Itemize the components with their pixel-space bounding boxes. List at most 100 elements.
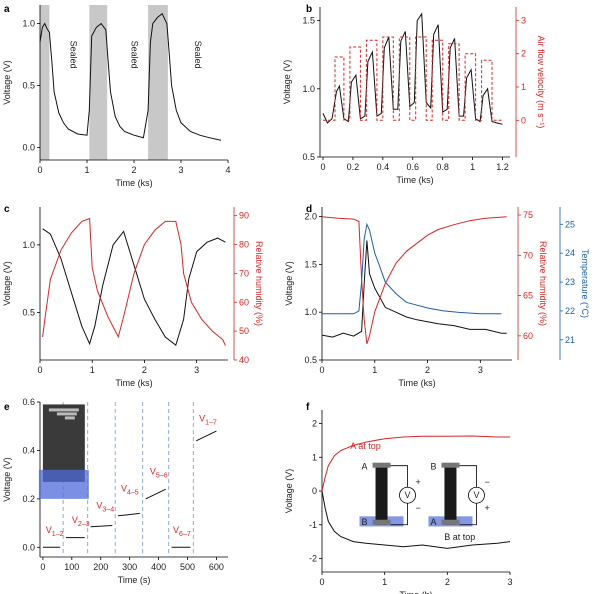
y2-tick-label: 60 <box>523 331 533 341</box>
y-axis-label: Voltage (V) <box>2 457 12 502</box>
panel-letter: d <box>306 204 312 215</box>
inset-stripe <box>48 408 79 412</box>
polarity-sign: − <box>484 477 489 487</box>
y-tick-label: 1.5 <box>302 16 315 26</box>
x-axis-label: Time (ks) <box>396 175 433 185</box>
series-line <box>42 217 226 346</box>
segment-label: V2–3 <box>72 515 90 528</box>
y2-tick-label: 70 <box>239 268 249 278</box>
shaded-interval <box>40 5 50 160</box>
x-tick-label: 3 <box>194 365 199 375</box>
y-tick-label: 0.6 <box>22 397 35 407</box>
x-tick-label: 0 <box>37 365 42 375</box>
x-axis-label: Time (ks) <box>115 178 152 188</box>
panel-letter: a <box>4 4 10 15</box>
x-tick-label: 0 <box>40 562 45 572</box>
y-tick-label: 2.0 <box>304 212 317 222</box>
electrode-label: B <box>430 462 436 472</box>
y-tick-label: 0.5 <box>302 152 315 162</box>
series-line <box>322 12 503 125</box>
y-tick-label: -2 <box>309 554 317 564</box>
y-tick-label: 0.0 <box>22 542 35 552</box>
a-at-top-label: A at top <box>350 441 381 451</box>
x-tick-label: 0.2 <box>347 162 360 172</box>
segment-label: V1–7 <box>199 413 217 426</box>
polarity-sign: + <box>484 503 489 513</box>
x-tick-label: 0.6 <box>406 162 419 172</box>
x-tick-label: 300 <box>122 562 137 572</box>
b-at-top-label: B at top <box>444 532 475 542</box>
y2-tick-label: 70 <box>523 250 533 260</box>
panel-f: f 0 1 2 3 -2 -1 0 1 2 Time (h) Voltage (V) A at top B… <box>284 402 513 594</box>
polarity-sign: + <box>416 477 421 487</box>
x-tick-label: 100 <box>64 562 79 572</box>
y-tick-label: 0.5 <box>22 308 35 318</box>
y2-axis-label: Relative humidity (%) <box>538 241 548 326</box>
electrode-label: A <box>430 517 436 527</box>
x-tick-label: 500 <box>180 562 195 572</box>
panel-b: b 0 0.2 0.4 0.6 0.8 1 1.2 0.5 1.0 1.5 Time (ks) Volt… <box>282 4 546 185</box>
device-body <box>444 465 457 525</box>
sealed-label: Sealed <box>193 41 203 69</box>
inset-photo <box>42 404 85 482</box>
series-line <box>321 216 507 345</box>
x-tick-label: 1 <box>90 365 95 375</box>
panel-letter: e <box>4 402 10 413</box>
y-tick-label: 0.5 <box>22 81 35 91</box>
voltmeter <box>468 486 485 504</box>
y2-tick-label: 90 <box>239 211 249 221</box>
segment-label: V3–4 <box>96 501 114 514</box>
y3-tick-label: 23 <box>565 277 575 287</box>
y2-axis-label: Relative humidity (%) <box>254 241 264 326</box>
y2-tick-label: 3 <box>521 15 526 25</box>
polarity-sign: − <box>416 503 421 513</box>
x-tick-label: 0 <box>37 165 42 175</box>
y-tick-label: 1.0 <box>22 19 35 29</box>
panel-letter: c <box>4 204 10 215</box>
y3-axis-label: Temperature (°C) <box>580 249 590 318</box>
inset-water <box>38 469 89 499</box>
sealed-label: Sealed <box>69 41 79 69</box>
series-line <box>39 12 222 141</box>
y3-tick-label: 21 <box>565 335 575 345</box>
y2-tick-label: 60 <box>239 297 249 307</box>
x-tick-label: 1.2 <box>496 162 509 172</box>
y-tick-label: 2 <box>312 419 317 429</box>
y2-tick-label: 50 <box>239 326 249 336</box>
x-tick-label: 0.8 <box>436 162 449 172</box>
y3-tick-label: 22 <box>565 306 575 316</box>
x-tick-label: 1 <box>382 577 387 587</box>
shaded-interval <box>148 5 168 160</box>
y3-tick-label: 25 <box>565 219 575 229</box>
segment-label: V5–6 <box>150 467 168 480</box>
x-tick-label: 400 <box>151 562 166 572</box>
segment-label: V4–5 <box>121 484 139 497</box>
y3-tick-label: 24 <box>565 248 575 258</box>
series-line <box>195 430 217 442</box>
x-tick-label: 3 <box>478 365 483 375</box>
y-tick-label: 1.0 <box>304 307 317 317</box>
series-line <box>90 525 113 528</box>
series-line <box>42 228 226 346</box>
y-tick-label: 1.0 <box>22 240 35 250</box>
series-line <box>321 435 510 492</box>
x-axis-label: Time (ks) <box>115 378 152 388</box>
panel-e: e 0 100 200 300 400 500 600 0.0 0.2 0.4 0.6 Time (s)… <box>2 397 228 585</box>
x-tick-label: 2 <box>445 577 450 587</box>
x-axis-label: Time (h) <box>399 590 432 594</box>
voltmeter-label: V <box>473 490 479 500</box>
series-line <box>323 36 503 121</box>
inset-stripe <box>56 412 77 416</box>
y-axis-label: Voltage (V) <box>282 60 292 105</box>
y2-tick-label: 75 <box>523 210 533 220</box>
circuit-wire <box>390 465 408 526</box>
y2-tick-label: 2 <box>521 49 526 59</box>
series-line <box>118 512 140 517</box>
x-tick-label: 2 <box>425 365 430 375</box>
electrode-bottom <box>372 519 391 525</box>
x-tick-label: 3 <box>507 577 512 587</box>
circuit-wire <box>459 465 477 526</box>
y-tick-label: 0.2 <box>22 494 35 504</box>
panel-c: c 0 1 2 3 0.5 1.0 Time (ks) Voltage (V) 40 50 60 70 8… <box>2 204 264 388</box>
